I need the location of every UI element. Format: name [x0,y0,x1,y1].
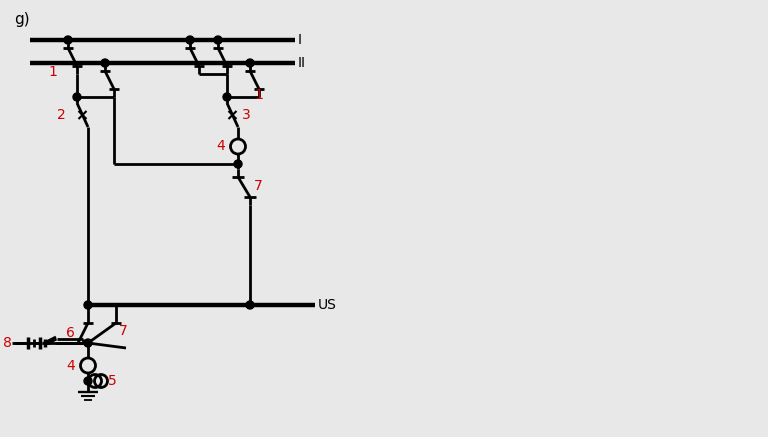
Text: 3: 3 [242,108,250,122]
Circle shape [84,301,92,309]
Circle shape [84,339,92,347]
Circle shape [246,59,254,67]
Text: 1: 1 [254,88,263,102]
Circle shape [246,301,254,309]
Circle shape [64,36,72,44]
Text: 4: 4 [216,139,225,153]
Circle shape [73,93,81,101]
Circle shape [84,377,92,385]
Text: 5: 5 [108,374,116,388]
Text: 4: 4 [66,358,74,372]
Circle shape [214,36,222,44]
Text: US: US [318,298,337,312]
Circle shape [234,160,242,168]
Text: g): g) [14,12,30,27]
Circle shape [186,36,194,44]
Text: 8: 8 [3,336,12,350]
Text: 7: 7 [254,179,263,193]
Text: 1: 1 [48,65,57,79]
Text: 2: 2 [57,108,66,122]
Text: II: II [298,56,306,70]
Text: 6: 6 [66,326,74,340]
Circle shape [223,93,231,101]
Text: 7: 7 [119,324,127,338]
Text: I: I [298,33,302,47]
Circle shape [101,59,109,67]
